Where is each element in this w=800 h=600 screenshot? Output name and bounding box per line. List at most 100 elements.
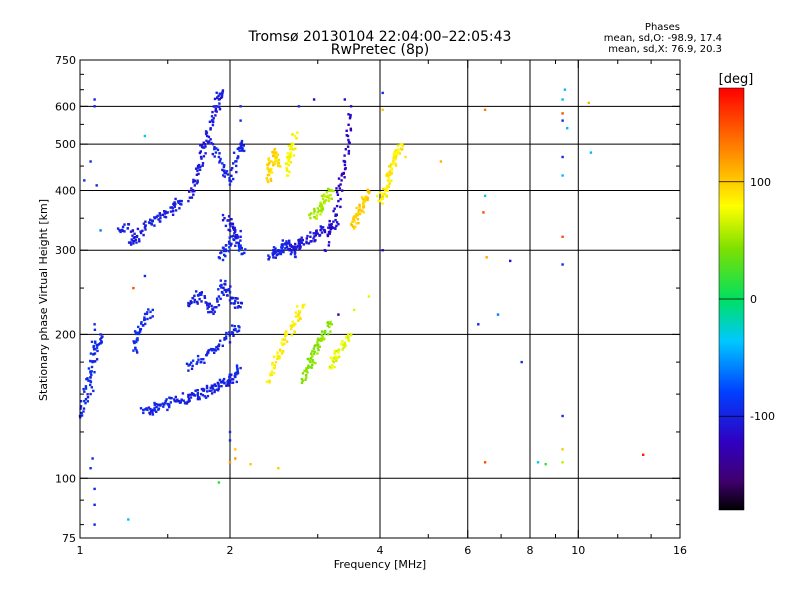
- data-point: [211, 307, 214, 310]
- data-point: [171, 213, 175, 216]
- data-point: [384, 187, 387, 190]
- data-point: [211, 120, 215, 124]
- data-point: [144, 228, 147, 231]
- data-point: [189, 393, 192, 396]
- data-point: [357, 210, 360, 213]
- data-point: [234, 297, 238, 300]
- data-point: [187, 199, 190, 203]
- data-point: [99, 338, 102, 341]
- data-point: [364, 198, 368, 202]
- data-point: [285, 245, 289, 248]
- data-point: [162, 405, 165, 408]
- data-point: [304, 370, 308, 373]
- data-point: [335, 349, 339, 353]
- data-point: [165, 398, 168, 401]
- data-point: [199, 165, 202, 169]
- data-point: [289, 243, 292, 247]
- data-point: [272, 252, 276, 255]
- data-point: [280, 243, 283, 246]
- data-point: [223, 217, 226, 220]
- data-point: [231, 225, 235, 228]
- data-point: [221, 258, 225, 262]
- data-point: [223, 175, 226, 178]
- data-point: [84, 397, 88, 401]
- data-point: [86, 377, 89, 380]
- data-point: [136, 227, 140, 231]
- data-point: [198, 168, 202, 171]
- data-point: [79, 405, 83, 408]
- data-point: [221, 168, 224, 172]
- data-point: [320, 231, 324, 234]
- data-point: [196, 169, 199, 172]
- data-point: [316, 232, 319, 235]
- data-point: [230, 302, 233, 305]
- data-point: [336, 193, 340, 196]
- data-point: [139, 330, 142, 333]
- data-point: [207, 351, 210, 354]
- data-point: [366, 198, 369, 202]
- data-point: [312, 352, 316, 356]
- data-point: [360, 196, 364, 199]
- data-point: [192, 181, 195, 184]
- data-point: [230, 218, 233, 221]
- data-point: [121, 225, 125, 229]
- data-point: [82, 387, 85, 391]
- data-point: [356, 218, 360, 221]
- data-point: [92, 389, 95, 393]
- data-point: [180, 203, 183, 206]
- data-point: [149, 316, 152, 320]
- data-point: [207, 135, 211, 139]
- data-point: [233, 302, 236, 305]
- data-point: [294, 311, 297, 314]
- data-point: [236, 297, 239, 300]
- data-point: [316, 211, 319, 214]
- data-point: [343, 341, 346, 345]
- data-point: [305, 374, 308, 377]
- data-point: [310, 366, 313, 369]
- data-point: [333, 349, 337, 353]
- data-point: [404, 155, 407, 159]
- data-point: [268, 169, 271, 172]
- data-point: [337, 351, 340, 354]
- data-point: [119, 230, 122, 234]
- data-point: [352, 225, 355, 228]
- data-point: [296, 305, 299, 308]
- data-point: [231, 222, 235, 226]
- data-point: [339, 205, 342, 209]
- data-point: [354, 213, 358, 216]
- data-point: [204, 145, 207, 148]
- data-point: [319, 201, 322, 204]
- y-tick-label: 75: [62, 532, 76, 545]
- x-tick-label: 4: [377, 544, 384, 557]
- data-point: [169, 206, 172, 209]
- data-point: [314, 234, 317, 237]
- data-point: [90, 370, 93, 373]
- chart-title: Tromsø 20130104 22:04:00–22:05:43: [248, 29, 512, 45]
- data-point: [228, 430, 232, 434]
- data-point: [133, 239, 136, 243]
- data-point: [215, 105, 218, 108]
- data-point: [296, 131, 299, 134]
- data-point: [298, 309, 302, 313]
- data-point: [92, 353, 95, 356]
- data-point: [207, 311, 210, 314]
- data-point: [325, 191, 328, 194]
- data-point: [223, 164, 226, 167]
- data-point: [322, 193, 326, 196]
- data-point: [274, 361, 278, 364]
- data-point: [230, 168, 233, 172]
- data-point: [360, 210, 363, 213]
- data-point: [213, 389, 216, 392]
- data-point: [249, 463, 252, 466]
- data-point: [218, 92, 221, 95]
- data-point: [232, 177, 235, 181]
- data-point: [205, 386, 209, 390]
- data-point: [223, 382, 226, 385]
- colorbar-ticks: -100 0 100: [719, 176, 775, 423]
- data-point: [234, 329, 237, 332]
- data-point: [273, 147, 277, 151]
- data-point: [240, 149, 243, 152]
- data-point: [210, 389, 213, 392]
- data-point: [178, 199, 182, 203]
- data-point: [237, 325, 240, 328]
